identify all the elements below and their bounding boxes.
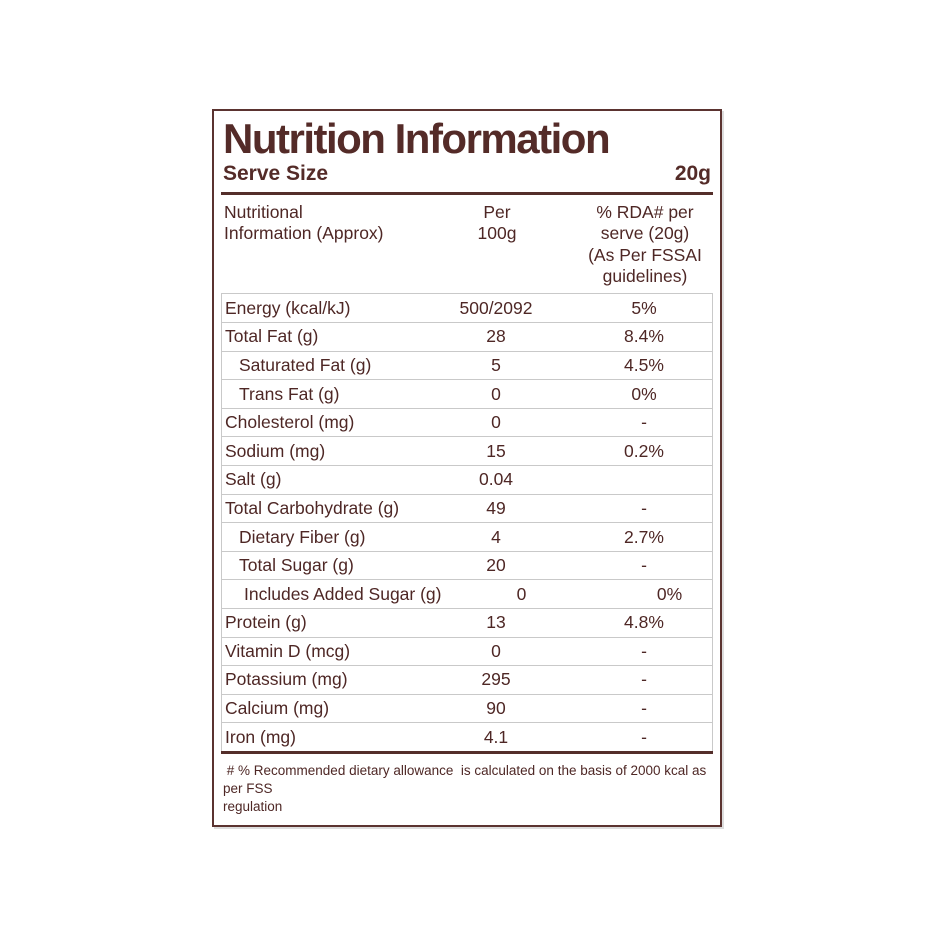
rda-value: 4.8% <box>624 612 664 633</box>
table-row: Total Fat (g) 28 8.4% <box>222 323 712 352</box>
rda-value: - <box>641 726 647 747</box>
nutrient-label: Trans Fat (g) <box>239 383 340 404</box>
rda-value: - <box>641 555 647 576</box>
column-header-nutrient: Nutritional Information (Approx) <box>224 202 384 244</box>
column-header-per-100g: Per 100g <box>477 202 517 244</box>
table-row: Cholesterol (mg) 0 - <box>222 409 712 438</box>
nutrient-label: Dietary Fiber (g) <box>239 526 366 547</box>
column-header-rda: % RDA# per serve (20g) (As Per FSSAI gui… <box>588 202 702 287</box>
per-100g-value: 5 <box>491 354 501 375</box>
nutrient-label: Vitamin D (mcg) <box>225 640 351 661</box>
table-row: Energy (kcal/kJ) 500/2092 5% <box>222 294 712 324</box>
rda-value: 2.7% <box>624 526 664 547</box>
table-row: Vitamin D (mcg) 0 - <box>222 638 712 667</box>
nutrient-label: Includes Added Sugar (g) <box>244 583 442 604</box>
per-100g-value: 15 <box>486 440 506 461</box>
per-100g-value: 90 <box>486 698 506 719</box>
per-100g-value: 20 <box>486 555 506 576</box>
nutrient-label: Salt (g) <box>225 469 282 490</box>
serve-size-value: 20g <box>674 162 711 186</box>
rda-value: - <box>641 412 647 433</box>
rda-value: 0% <box>631 383 657 404</box>
per-100g-value: 0 <box>491 383 501 404</box>
per-100g-value: 295 <box>481 669 511 690</box>
per-100g-value: 0 <box>491 412 501 433</box>
nutrient-label: Calcium (mg) <box>225 698 330 719</box>
serve-size-row: Serve Size 20g <box>223 162 711 186</box>
nutrient-label: Iron (mg) <box>225 726 296 747</box>
table-row: Protein (g) 13 4.8% <box>222 609 712 638</box>
table-row: Potassium (mg) 295 - <box>222 666 712 695</box>
rda-value: 0% <box>656 583 683 604</box>
rda-value: - <box>641 497 647 518</box>
table-header-row: Nutritional Information (Approx) Per 100… <box>221 195 713 293</box>
rda-value: 0.2% <box>624 440 664 461</box>
table-row: Dietary Fiber (g) 4 2.7% <box>222 523 712 552</box>
table-row: Total Sugar (g) 20 - <box>222 552 712 581</box>
nutrient-label: Total Sugar (g) <box>239 555 354 576</box>
per-100g-value: 0 <box>516 583 527 604</box>
bottom-thick-rule <box>221 750 713 754</box>
rda-value: - <box>641 669 647 690</box>
per-100g-value: 500/2092 <box>459 297 533 318</box>
footnote: # % Recommended dietary allowance is cal… <box>223 762 707 815</box>
rda-value: 4.5% <box>624 354 664 375</box>
nutrient-label: Cholesterol (mg) <box>225 412 355 433</box>
table-row: Salt (g) 0.04 <box>222 466 712 495</box>
rda-value: 8.4% <box>624 326 664 347</box>
serve-size-label: Serve Size <box>223 162 329 186</box>
per-100g-value: 13 <box>486 612 506 633</box>
table-row: Trans Fat (g) 0 0% <box>222 380 712 409</box>
table-row: Saturated Fat (g) 5 4.5% <box>222 352 712 381</box>
nutrient-label: Total Fat (g) <box>225 326 319 347</box>
per-100g-value: 0.04 <box>478 469 514 490</box>
rda-value: - <box>641 698 647 719</box>
nutrient-label: Sodium (mg) <box>225 440 326 461</box>
per-100g-value: 4 <box>491 526 501 547</box>
nutrient-label: Protein (g) <box>225 612 307 633</box>
nutrient-label: Energy (kcal/kJ) <box>225 297 351 318</box>
table-row: Sodium (mg) 15 0.2% <box>222 437 712 467</box>
nutrient-label: Potassium (mg) <box>225 669 348 690</box>
rda-value: - <box>641 640 647 661</box>
table-row: Includes Added Sugar (g) 0 0% <box>222 580 712 609</box>
nutrient-label: Total Carbohydrate (g) <box>225 497 400 518</box>
nutrient-label: Saturated Fat (g) <box>239 354 372 375</box>
table-row: Total Carbohydrate (g) 49 - <box>222 495 712 524</box>
per-100g-value: 49 <box>486 497 506 518</box>
table-row: Iron (mg) 4.1 - <box>222 723 712 751</box>
nutrition-label: Nutrition Information Serve Size 20g Nut… <box>212 109 722 827</box>
per-100g-value: 4.1 <box>483 726 509 747</box>
top-thick-rule <box>221 192 713 196</box>
per-100g-value: 0 <box>491 640 501 661</box>
label-title: Nutrition Information <box>223 115 611 162</box>
nutrition-table: Energy (kcal/kJ) 500/2092 5% Total Fat (… <box>221 293 713 751</box>
rda-value: 5% <box>631 297 657 318</box>
per-100g-value: 28 <box>486 326 506 347</box>
table-row: Calcium (mg) 90 - <box>222 695 712 724</box>
